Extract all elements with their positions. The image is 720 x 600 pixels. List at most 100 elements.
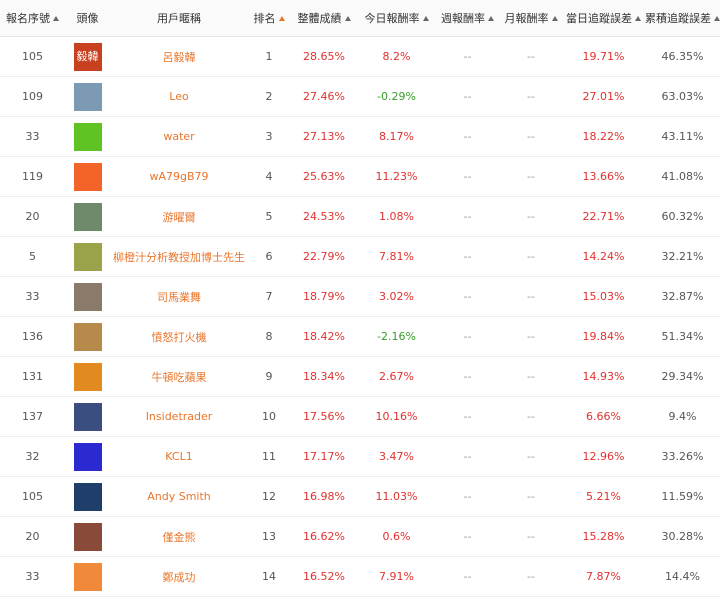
- user-name[interactable]: Insidetrader: [145, 410, 213, 423]
- cell: 15.03%: [562, 276, 645, 317]
- column-header[interactable]: 週報酬率: [435, 0, 500, 37]
- avatar[interactable]: 毅韓: [73, 42, 102, 71]
- cell: 游曜爾: [110, 196, 248, 237]
- cell: --: [435, 316, 500, 357]
- avatar[interactable]: [73, 442, 102, 471]
- cell-text: 9.4%: [668, 410, 697, 423]
- cell: 牛頓吃蘋果: [110, 356, 248, 397]
- column-header[interactable]: 整體成績: [290, 0, 358, 37]
- cell-text: --: [463, 490, 472, 503]
- cell-text: 22.79%: [303, 250, 345, 263]
- avatar[interactable]: [73, 362, 102, 391]
- avatar[interactable]: [73, 522, 102, 551]
- cell: 13: [248, 516, 290, 557]
- cell: 131: [0, 356, 65, 397]
- table-row: 136 憤怒打火機 8 18.42% -2.16% -- -- 19.84% 51.34%: [0, 316, 720, 357]
- cell: 11.23%: [358, 156, 435, 197]
- cell-text: 7.81%: [379, 250, 414, 263]
- user-name[interactable]: 牛頓吃蘋果: [151, 370, 207, 384]
- cell: 105: [0, 476, 65, 517]
- user-name[interactable]: 游曜爾: [162, 210, 196, 224]
- avatar[interactable]: [73, 282, 102, 311]
- cell-text: 5.21%: [586, 490, 621, 503]
- cell-text: --: [463, 410, 472, 423]
- cell-text: 5: [265, 210, 273, 223]
- cell: --: [435, 516, 500, 557]
- user-name[interactable]: Andy Smith: [147, 490, 211, 503]
- avatar[interactable]: [73, 562, 102, 591]
- cell: 11: [248, 436, 290, 477]
- cell: --: [435, 396, 500, 437]
- cell: 8: [248, 316, 290, 357]
- avatar[interactable]: [73, 322, 102, 351]
- cell-text: --: [463, 210, 472, 223]
- cell: 8.2%: [358, 36, 435, 77]
- column-header[interactable]: 今日報酬率: [358, 0, 435, 37]
- user-name[interactable]: 呂毅韓: [162, 50, 196, 64]
- cell-text: 8.2%: [382, 50, 411, 63]
- user-name[interactable]: water: [163, 130, 195, 143]
- cell: 2.67%: [358, 356, 435, 397]
- user-name[interactable]: 司馬業舞: [157, 290, 201, 304]
- cell-text: --: [527, 90, 535, 103]
- cell: 14: [248, 556, 290, 597]
- cell: 4: [248, 156, 290, 197]
- cell: --: [500, 156, 562, 197]
- avatar[interactable]: [73, 122, 102, 151]
- cell-text: 1.08%: [379, 210, 414, 223]
- cell: Insidetrader: [110, 396, 248, 437]
- cell: 16.62%: [290, 516, 358, 557]
- cell: -2.16%: [358, 316, 435, 357]
- cell-text: 10.16%: [375, 410, 418, 423]
- cell-text: 33: [25, 570, 40, 583]
- cell-text: --: [463, 170, 472, 183]
- cell: [65, 436, 110, 477]
- user-name[interactable]: 僅金熊: [162, 530, 196, 544]
- column-header[interactable]: 當日追蹤誤差: [562, 0, 645, 37]
- column-header[interactable]: 月報酬率: [500, 0, 562, 37]
- cell: 5: [248, 196, 290, 237]
- cell-text: --: [527, 290, 535, 303]
- cell: [65, 476, 110, 517]
- avatar[interactable]: [73, 202, 102, 231]
- cell: [65, 196, 110, 237]
- cell-text: --: [463, 530, 472, 543]
- cell: Leo: [110, 76, 248, 117]
- avatar[interactable]: [73, 242, 102, 271]
- cell: 憤怒打火機: [110, 316, 248, 357]
- column-header[interactable]: 累積追蹤誤差: [645, 0, 720, 37]
- user-name[interactable]: Leo: [169, 90, 189, 103]
- avatar[interactable]: [73, 162, 102, 191]
- cell: --: [500, 116, 562, 157]
- cell: --: [435, 356, 500, 397]
- user-name[interactable]: 憤怒打火機: [151, 330, 207, 344]
- cell: --: [500, 316, 562, 357]
- user-name[interactable]: wA79gB79: [149, 170, 209, 183]
- avatar[interactable]: [73, 402, 102, 431]
- cell: [65, 276, 110, 317]
- cell: 19.71%: [562, 36, 645, 77]
- cell: 僅金熊: [110, 516, 248, 557]
- column-header[interactable]: 報名序號: [0, 0, 65, 37]
- cell-text: 109: [22, 90, 43, 103]
- cell: 毅韓: [65, 36, 110, 77]
- cell-text: -0.29%: [377, 90, 416, 103]
- cell: [65, 76, 110, 117]
- cell-text: --: [463, 290, 472, 303]
- cell: 136: [0, 316, 65, 357]
- avatar[interactable]: [73, 482, 102, 511]
- cell: --: [500, 356, 562, 397]
- user-name[interactable]: 柳橙汁分析教授加博士先生: [113, 250, 245, 264]
- column-header: 頭像: [65, 0, 110, 37]
- column-header[interactable]: 排名: [248, 0, 290, 37]
- cell: 29.34%: [645, 356, 720, 397]
- cell: 30.28%: [645, 516, 720, 557]
- cell-text: 28.65%: [303, 50, 345, 63]
- cell-text: 15.03%: [582, 290, 625, 303]
- cell-text: --: [527, 410, 535, 423]
- cell-text: 6: [265, 250, 273, 263]
- user-name[interactable]: KCL1: [165, 450, 193, 463]
- table-row: 33 鄭成功 14 16.52% 7.91% -- -- 7.87% 14.4%: [0, 556, 720, 597]
- user-name[interactable]: 鄭成功: [162, 570, 196, 584]
- avatar[interactable]: [73, 82, 102, 111]
